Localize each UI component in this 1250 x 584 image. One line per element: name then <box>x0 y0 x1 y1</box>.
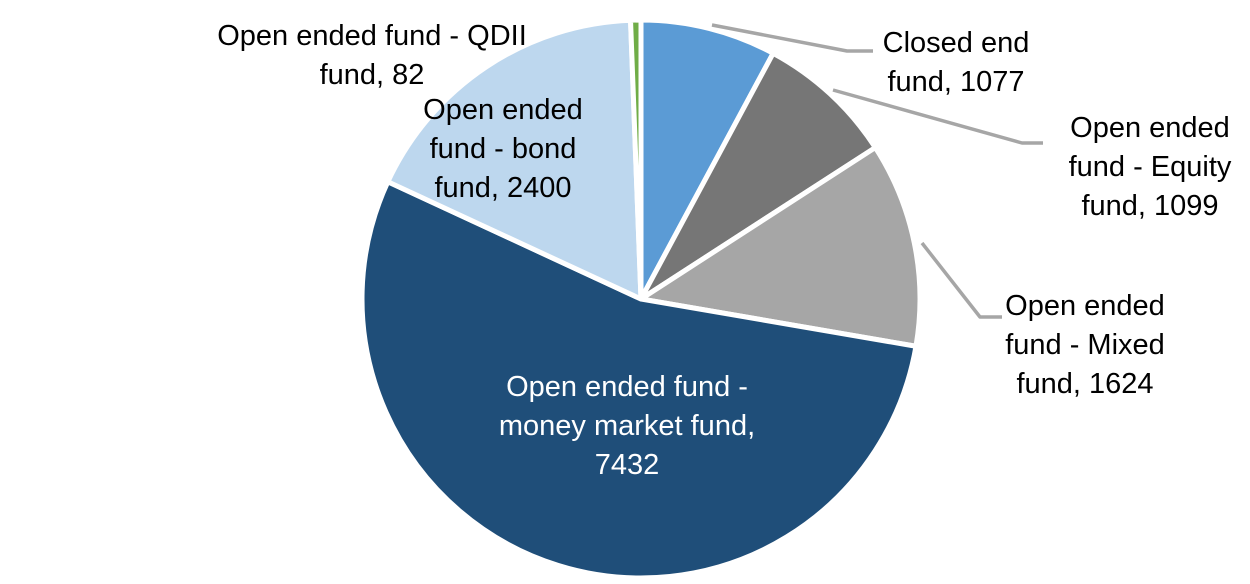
leader-line-0 <box>711 23 873 53</box>
label-open-ended-bond-fund: Open ended fund - bond fund, 2400 <box>423 94 583 204</box>
pie-slice-4 <box>385 17 644 302</box>
pie-slice-1 <box>638 50 878 302</box>
label-open-ended-mixed-fund: Open ended fund - Mixed fund, 1624 <box>1005 290 1165 400</box>
label-open-ended-money-market-fund: Open ended fund - money market fund, 743… <box>498 371 756 481</box>
label-open-ended-qdii-fund: Open ended fund - QDII fund, 82 <box>217 20 527 91</box>
label-open-ended-equity-fund: Open ended fund - Equity fund, 1099 <box>1068 112 1232 222</box>
pie-slice-5 <box>628 17 644 302</box>
label-closed-end-fund: Closed end fund, 1077 <box>882 27 1030 98</box>
pie-slice-3 <box>359 179 919 581</box>
leader-line-2 <box>920 241 1002 319</box>
leader-line-1 <box>832 88 1043 145</box>
pie-slice-0 <box>638 17 776 302</box>
pie-slice-2 <box>638 145 923 349</box>
